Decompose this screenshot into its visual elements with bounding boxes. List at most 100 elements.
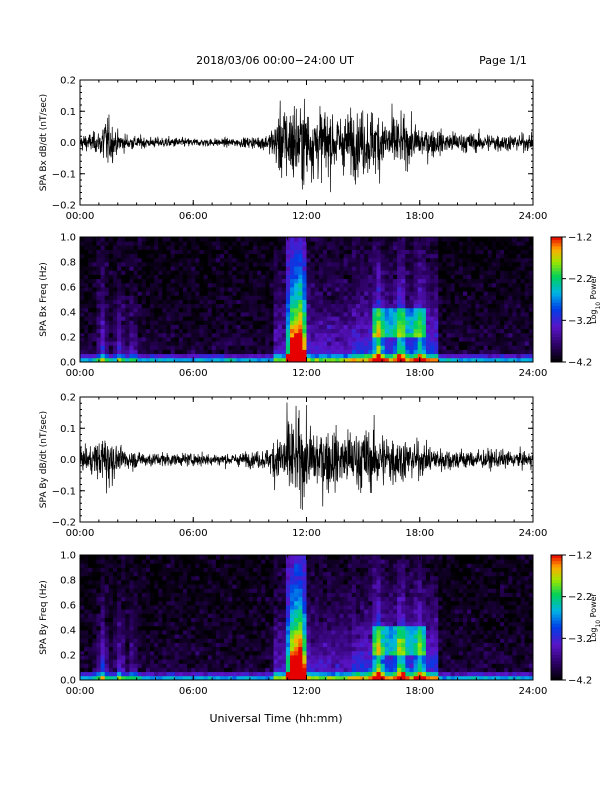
spectrogram-cell (117, 642, 122, 648)
spectrogram-cell (471, 328, 476, 334)
spectrogram-cell (475, 249, 480, 255)
spectrogram-cell (248, 299, 254, 305)
spectrogram-cell (232, 349, 237, 355)
spectrogram-cell (277, 316, 283, 321)
spectrogram-cell (145, 596, 151, 602)
spectrogram-cell (236, 353, 242, 359)
spectrogram-cell (232, 237, 237, 242)
spectrogram-cell (232, 337, 237, 342)
spectrogram-cell (524, 278, 530, 284)
spectrogram-cell (397, 357, 402, 363)
spectrogram-cell (162, 249, 167, 255)
spectrogram-cell (203, 237, 209, 242)
spectrogram-cell (203, 249, 209, 255)
spectrogram-cell (244, 312, 250, 317)
spectrogram-cell (314, 291, 320, 296)
spectrogram-cell (454, 328, 460, 334)
spectrogram-cell (182, 663, 188, 668)
spectrogram-cell (170, 295, 176, 300)
spectrogram-cell (421, 266, 427, 271)
spectrogram-cell (248, 575, 254, 581)
spectrogram-cell (145, 555, 151, 560)
spectrogram-cell (199, 600, 204, 606)
spectrogram-cell (380, 341, 386, 346)
spectrogram-cell (195, 270, 200, 275)
spectrogram-cell (508, 312, 513, 317)
spectrogram-cell (520, 299, 526, 305)
spectrogram-cell (121, 650, 126, 656)
spectrogram-cell (150, 253, 155, 259)
spectrogram-cell (191, 650, 196, 656)
spectrogram-cell (240, 563, 246, 568)
spectrogram-cell (438, 307, 443, 313)
spectrogram-cell (504, 341, 509, 346)
spectrogram-cell (174, 262, 180, 267)
spectrogram-cell (195, 245, 200, 250)
colorbar-swatch (551, 283, 562, 288)
spectrogram-cell (244, 596, 250, 602)
spectrogram-cell (355, 353, 361, 359)
spectrogram-cell (232, 303, 237, 309)
spectrogram-cell (376, 332, 382, 338)
spectrogram-cell (125, 345, 130, 350)
spectrogram-cell (252, 337, 258, 342)
spectrogram-cell (125, 555, 130, 560)
spectrogram-cell (150, 563, 155, 568)
spectrogram-cell (191, 592, 196, 598)
spectrogram-cell (343, 341, 349, 346)
spectrogram-cell (80, 621, 85, 627)
spectrogram-cell (133, 638, 139, 643)
spectrogram-cell (512, 278, 517, 284)
spectrogram-cell (178, 307, 184, 313)
spectrogram-cell (133, 241, 139, 246)
spectrogram-cell (368, 266, 373, 271)
spectrogram-cell (314, 266, 320, 271)
spectrogram-cell (117, 655, 122, 660)
spectrogram-cell (84, 253, 89, 259)
spectrogram-cell (302, 357, 307, 363)
spectrogram-cell (182, 596, 188, 602)
spectrogram-cell (121, 663, 126, 668)
spectrogram-cell (96, 642, 101, 648)
spectrogram-cell (343, 291, 349, 296)
spectrogram-cell (195, 237, 200, 242)
spectrogram-cell (133, 349, 139, 355)
spectrogram-cell (84, 349, 89, 355)
spectrogram-cell (417, 337, 423, 342)
spectrogram-cell (413, 357, 419, 363)
spectrogram-cell (141, 357, 147, 363)
spectrogram-cell (215, 357, 221, 363)
spectrogram-cell (236, 630, 242, 635)
spectrogram-cell (170, 613, 176, 618)
spectrogram-cell (434, 295, 439, 300)
spectrogram-cell (170, 605, 176, 610)
spectrogram-cell (150, 559, 155, 564)
spectrogram-cell (467, 320, 472, 325)
spectrogram-cell (508, 307, 513, 313)
spectrogram-cell (96, 332, 101, 338)
spectrogram-cell (133, 646, 139, 652)
spectrogram-cell (141, 270, 147, 275)
spectrogram-cell (483, 332, 489, 338)
spectrogram-cell (207, 588, 213, 593)
spectrogram-cell (252, 357, 258, 363)
spectrogram-cell (170, 257, 176, 263)
spectrogram-cell (261, 282, 266, 288)
spectrogram-cell (417, 291, 423, 296)
spectrogram-cell (434, 337, 439, 342)
spectrogram-cell (335, 349, 340, 355)
spectrogram-cell (228, 600, 233, 606)
spectrogram-cell (520, 341, 526, 346)
spectrogram-cell (520, 345, 526, 350)
spectrogram-cell (232, 571, 237, 577)
spectrogram-cell (487, 270, 493, 275)
spectrogram-cell (133, 262, 139, 267)
spectrogram-cell (121, 316, 126, 321)
spectrogram-cell (310, 282, 316, 288)
spectrogram-cell (182, 621, 188, 627)
spectrogram-cell (409, 328, 414, 334)
spectrogram-cell (421, 257, 427, 263)
spectrogram-cell (203, 567, 209, 573)
spectrogram-cell (150, 600, 155, 606)
spectrogram-cell (462, 249, 468, 255)
